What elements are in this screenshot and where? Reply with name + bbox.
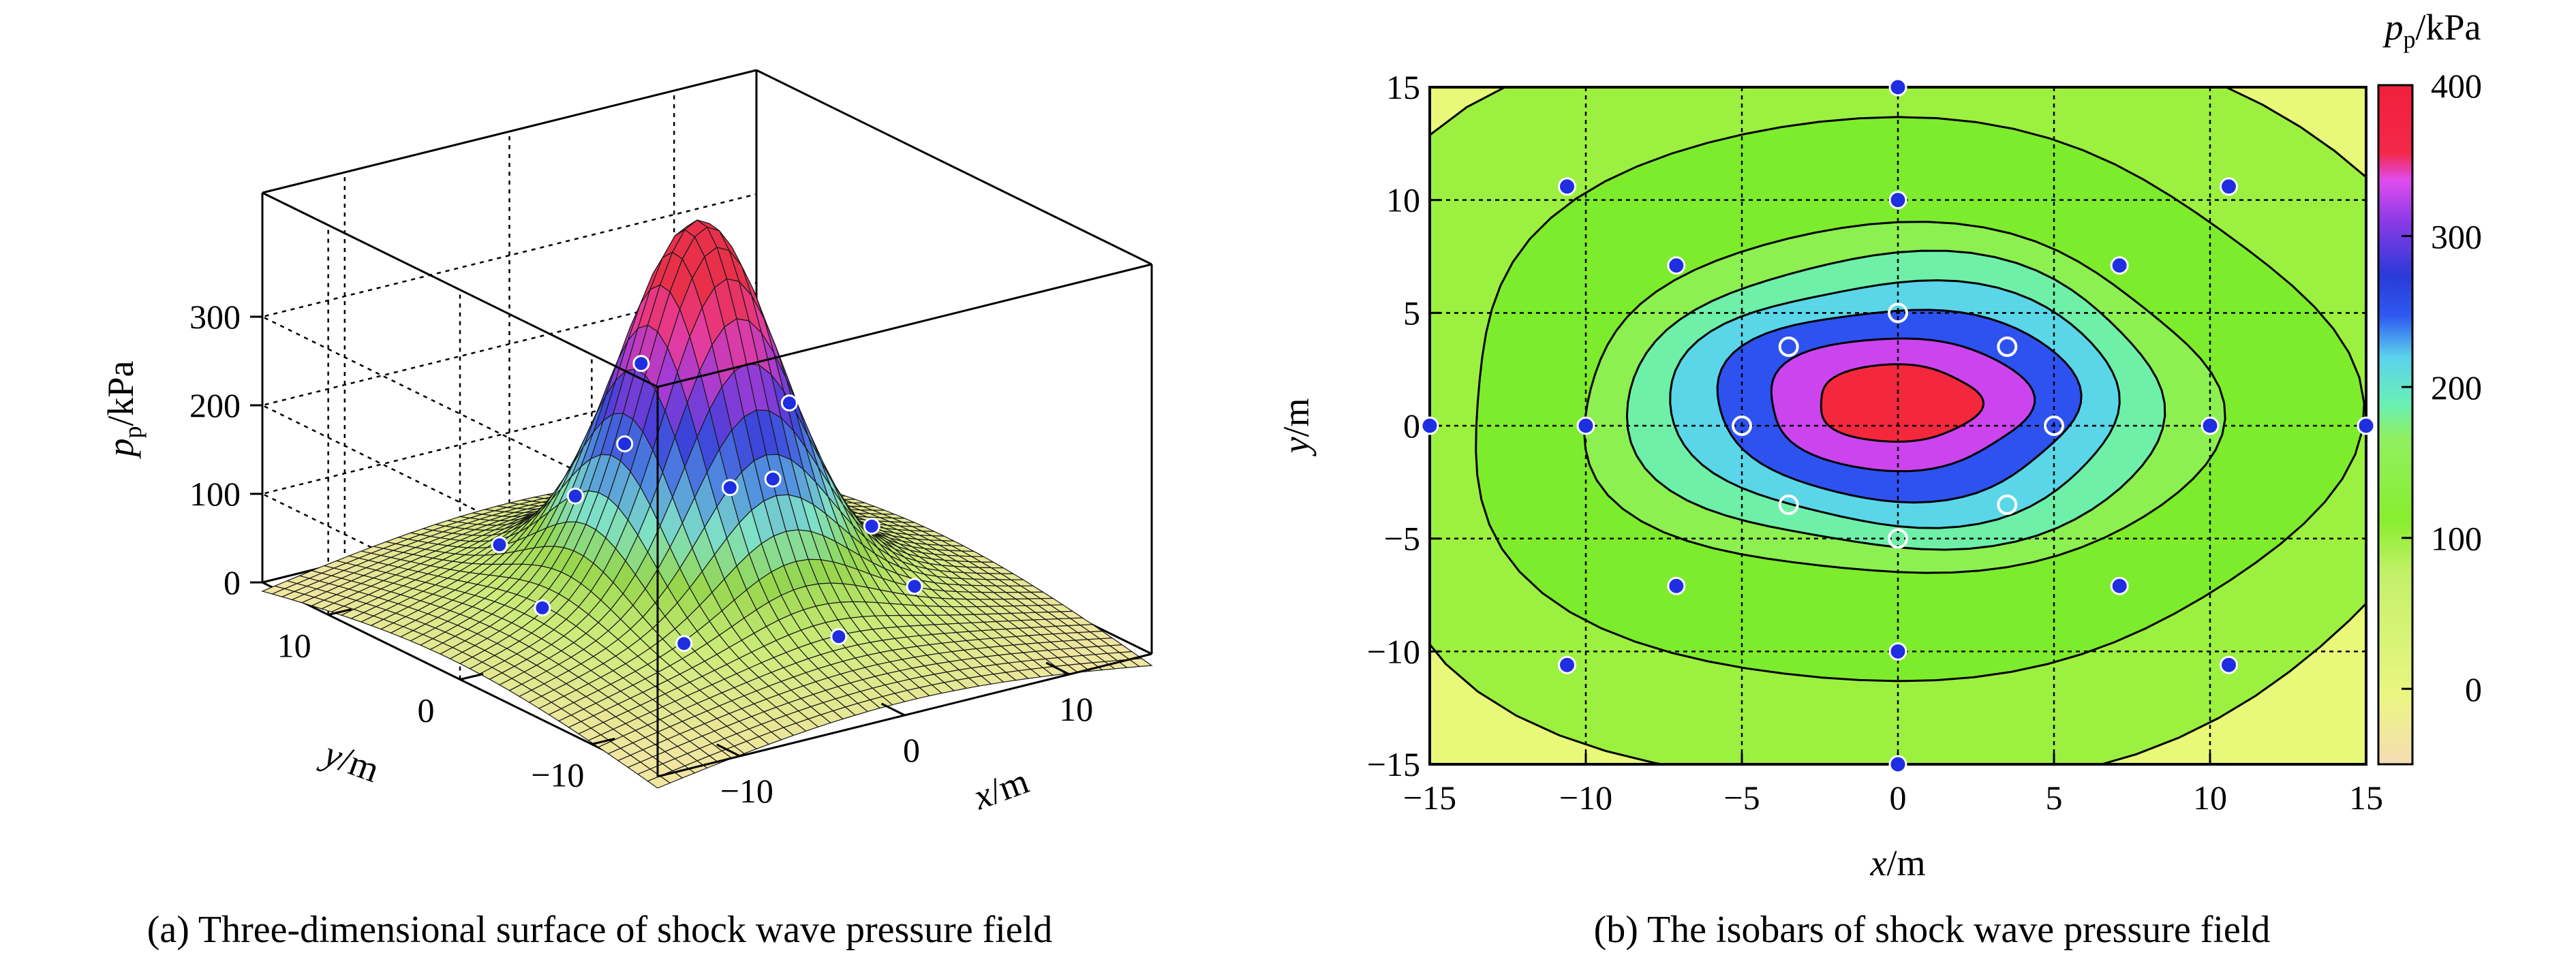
box-edge xyxy=(657,263,1152,388)
surface-gauge-point xyxy=(863,517,880,535)
x-tick-label: 5 xyxy=(2046,779,2063,817)
colorbar-tick-label: 200 xyxy=(2431,369,2482,407)
y-tick-label: 0 xyxy=(418,691,435,730)
surface-z-axis-label: pp/kPa xyxy=(100,360,147,459)
z-tick-label: 200 xyxy=(189,386,241,424)
x-tick xyxy=(716,743,741,757)
y-tick-label: −5 xyxy=(1384,520,1420,558)
x-tick xyxy=(880,702,906,717)
gauge-point xyxy=(2219,177,2238,196)
contour-caption: (b) The isobars of shock wave pressure f… xyxy=(1594,909,2271,951)
gauge-point xyxy=(1576,416,1595,435)
y-tick-label: 0 xyxy=(1403,407,1420,445)
y-tick-label: 10 xyxy=(1386,181,1420,219)
y-tick-label: −10 xyxy=(531,756,584,794)
surface-tick-labels: 0 100 200 300 −10 0 10 −10 0 10 xyxy=(189,298,1093,810)
gauge-point xyxy=(2201,416,2220,435)
x-tick-label: 10 xyxy=(2193,779,2227,817)
gauge-point xyxy=(1888,528,1908,549)
surface-gauge-point xyxy=(566,487,584,505)
colorbar xyxy=(2377,84,2414,766)
gauge-point xyxy=(1997,336,2018,358)
gauge-point xyxy=(2110,256,2129,275)
x-tick-label: −10 xyxy=(720,772,773,810)
pressure-surface xyxy=(261,219,1153,789)
z-gridline xyxy=(260,370,757,689)
y-tick-label: 5 xyxy=(1403,294,1420,332)
x-tick-label: −15 xyxy=(1403,779,1456,817)
gauge-points xyxy=(1420,78,2376,774)
y-tick-label: 10 xyxy=(277,627,311,665)
z-tick-label: 100 xyxy=(189,475,241,513)
box-edge xyxy=(756,69,1152,266)
surface-gauge-point xyxy=(675,635,693,653)
gauge-point xyxy=(1778,494,1799,515)
surface-gauge-point xyxy=(721,479,739,497)
contour-x-axis-label: x/m xyxy=(1870,843,1926,883)
x-tick-label: −5 xyxy=(1723,779,1760,817)
gauge-point xyxy=(1997,494,2018,515)
surface-gauge-point xyxy=(534,599,551,616)
gauge-point xyxy=(1558,177,1577,196)
y-tick-label: 15 xyxy=(1386,68,1420,106)
gauge-point xyxy=(2357,416,2376,435)
contour-plot: −15 −10 −5 0 5 10 15 −15 −10 −5 0 5 10 15 y/m x/m 0 10… xyxy=(1276,7,2482,951)
colorbar-label: pp/kPa xyxy=(2382,7,2481,53)
z-gridline xyxy=(260,281,757,601)
surface-x-axis-label: x/m xyxy=(968,760,1034,817)
colorbar-tick-label: 0 xyxy=(2465,670,2482,708)
y-tick xyxy=(459,673,484,680)
surface-gauge-point xyxy=(632,355,650,373)
gauge-point xyxy=(1558,655,1577,674)
gauge-point xyxy=(1732,416,1752,436)
gauge-point xyxy=(2219,655,2238,674)
surface-y-axis-label: y/m xyxy=(316,732,384,790)
contour-tick-labels: −15 −10 −5 0 5 10 15 −15 −10 −5 0 5 10 15 xyxy=(1367,68,2383,817)
surface-gauge-point xyxy=(764,470,782,488)
surface-caption: (a) Three-dimensional surface of shock w… xyxy=(147,909,1052,951)
x-tick-label: 0 xyxy=(903,731,920,769)
colorbar-tick-label: 300 xyxy=(2431,218,2482,256)
gauge-point xyxy=(1888,642,1907,661)
gauge-point xyxy=(1778,336,1799,358)
y-tick-label: −10 xyxy=(1367,632,1420,670)
surface-plot: 0 100 200 300 −10 0 10 −10 0 10 pp/kPa y/m x/m (a… xyxy=(100,69,1153,951)
gauge-point xyxy=(1888,78,1907,97)
gauge-point xyxy=(1888,302,1908,324)
z-tick-label: 300 xyxy=(189,298,241,336)
y-tick xyxy=(328,608,352,616)
y-tick xyxy=(591,738,615,745)
x-tick-label: 10 xyxy=(1059,690,1093,728)
colorbar-ticks: 0 100 200 300 400 xyxy=(2402,67,2482,708)
colorbar-tick-label: 100 xyxy=(2431,520,2482,558)
gauge-point xyxy=(1888,191,1907,210)
surface-gauge-point xyxy=(491,536,508,554)
colorbar-tick-label: 400 xyxy=(2431,67,2482,105)
box-edge xyxy=(262,191,658,388)
gauge-point xyxy=(1888,755,1907,774)
y-tick-label: −15 xyxy=(1367,745,1420,783)
surface-gauge-point xyxy=(906,578,923,595)
isobar-band xyxy=(1820,363,1985,443)
box-edge xyxy=(262,69,757,194)
z-tick-label: 0 xyxy=(224,563,241,601)
x-tick-label: 0 xyxy=(1890,779,1907,817)
x-tick-label: −10 xyxy=(1559,779,1612,817)
contour-y-axis-label: y/m xyxy=(1276,398,1317,457)
gauge-point xyxy=(1667,256,1686,275)
x-tick xyxy=(1045,661,1070,676)
z-gridline xyxy=(260,193,757,512)
gauge-point xyxy=(2110,576,2129,595)
gauge-point xyxy=(2044,416,2064,436)
x-tick-label: 15 xyxy=(2349,779,2383,817)
surface-gauge-point xyxy=(830,628,848,646)
surface-gauge-point xyxy=(616,435,634,453)
gauge-point xyxy=(1667,576,1686,595)
surface-gauge-point xyxy=(780,394,798,412)
gauge-point xyxy=(1420,416,1439,435)
